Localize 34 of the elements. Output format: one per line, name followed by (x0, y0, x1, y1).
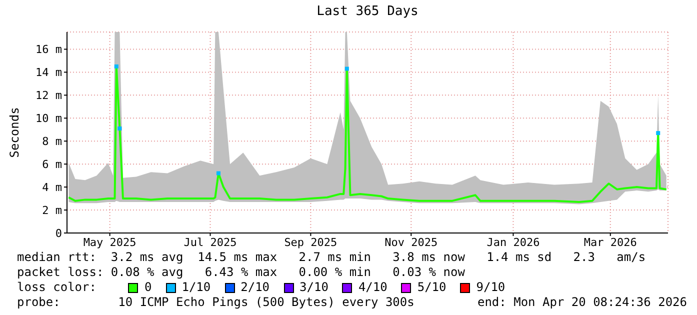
y-tick-label: 6 m (42, 158, 62, 171)
y-tick-label: 10 m (36, 112, 62, 126)
y-tick-label: 16 m (36, 43, 62, 56)
y-tick-label: 12 m (36, 89, 62, 102)
y-tick-label: 8 m (42, 135, 62, 148)
point (114, 64, 118, 68)
legend-label: 3/10 (300, 280, 328, 295)
point (118, 126, 122, 130)
y-axis-title: Seconds (7, 107, 22, 158)
legend-label: 5/10 (417, 280, 446, 295)
text: median rtt: 3.2 ms avg 14.5 ms max 2.7 ms min 3.8 ms now 1.4 ms sd 2.3 am/s (17, 250, 647, 265)
x-tick-label: Sep 2025 (284, 236, 338, 249)
x-tick-label: Jul 2025 (184, 236, 237, 249)
point (216, 171, 220, 176)
text: end: Mon Apr 20 08:24:36 2026 (477, 295, 687, 310)
legend-title: loss color: (17, 280, 96, 295)
y-tick-label: 0 (55, 226, 62, 240)
y-tick-label: 4 m (42, 180, 62, 194)
point (344, 66, 349, 71)
x-tick-label: Nov 2025 (384, 236, 438, 249)
legend-label: 2/10 (240, 280, 270, 295)
text: probe: 10 ICMP Echo Pings (500 Bytes) every 300s (17, 295, 414, 310)
legend-label: 9/10 (476, 280, 506, 295)
y-tick-label: 2 m (42, 204, 62, 217)
x-tick-label: Mar 2026 (584, 236, 637, 249)
y-tick-label: 14 m (36, 66, 62, 80)
chart-title: Last 365 Days (316, 4, 420, 19)
legend-label: 4/10 (358, 280, 388, 295)
x-tick-label: May 2025 (83, 236, 136, 249)
legend-label: 1/10 (182, 280, 211, 295)
text: packet loss: 0.08 % avg 6.43 % max 0.00 % min 0.03 % now (17, 265, 466, 280)
x-tick-label: Jan 2026 (486, 236, 540, 249)
point (656, 131, 660, 136)
legend-label: 0 (144, 280, 152, 295)
